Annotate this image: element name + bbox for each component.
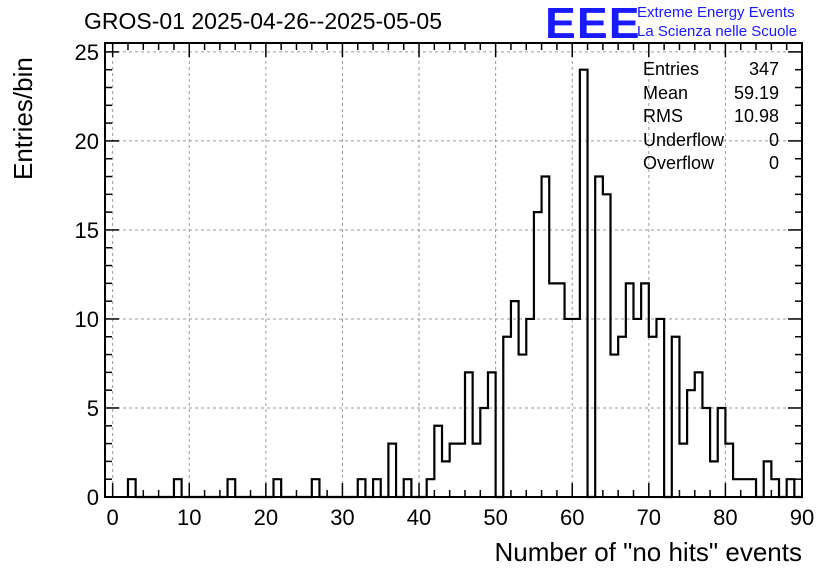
stats-row-mean: Mean 59.19 xyxy=(643,82,779,106)
histogram-bin xyxy=(595,177,603,497)
stats-value: 0 xyxy=(768,153,779,173)
histogram-bin xyxy=(710,461,718,497)
x-tick-label: 60 xyxy=(560,505,584,530)
x-tick-label: 80 xyxy=(713,505,737,530)
histogram-bin xyxy=(442,461,450,497)
y-tick-label: 10 xyxy=(75,307,99,332)
histogram-bin xyxy=(465,372,473,497)
histogram-bin xyxy=(687,390,695,497)
x-tick-label: 50 xyxy=(483,505,507,530)
logo-caption: Extreme Energy Events La Scienza nelle S… xyxy=(637,3,797,41)
histogram-bin xyxy=(312,479,320,497)
x-tick-label: 90 xyxy=(790,505,814,530)
histogram-bin xyxy=(725,444,733,497)
stats-value: 0 xyxy=(768,129,779,150)
stats-row-entries: Entries 347 xyxy=(643,58,779,82)
stats-label: Mean xyxy=(643,82,689,103)
histogram-bin xyxy=(580,70,588,497)
histogram-bin xyxy=(718,408,726,497)
histogram-bin xyxy=(128,479,136,497)
histogram-bin xyxy=(503,337,511,497)
histogram-bin xyxy=(404,479,412,497)
chart-title: GROS-01 2025-04-26--2025-05-05 xyxy=(84,8,442,34)
stats-value: 10.98 xyxy=(733,106,779,126)
histogram-bin xyxy=(618,337,626,497)
histogram-bin xyxy=(388,444,396,497)
histogram-bin xyxy=(542,177,550,497)
histogram-bin xyxy=(274,479,282,497)
histogram-bin xyxy=(450,444,458,497)
histogram-bin xyxy=(557,283,565,497)
histogram-bin xyxy=(549,283,557,497)
y-axis-label: Entries/bin xyxy=(8,57,38,180)
histogram-bin xyxy=(679,444,687,497)
histogram-bin xyxy=(695,372,703,497)
stats-row-rms: RMS 10.98 xyxy=(643,105,779,129)
histogram-bin xyxy=(457,444,465,497)
histogram-bin xyxy=(787,479,795,497)
x-tick-label: 70 xyxy=(637,505,661,530)
x-tick-label: 10 xyxy=(177,505,201,530)
histogram-bin xyxy=(174,479,182,497)
logo-line-2: La Scienza nelle Scuole xyxy=(637,23,798,40)
histogram-bin xyxy=(603,194,611,497)
histogram-bin xyxy=(228,479,236,497)
stats-label: Overflow xyxy=(643,153,715,173)
histogram-bin xyxy=(733,479,741,497)
eee-logo: EEE xyxy=(545,0,641,48)
y-tick-label: 5 xyxy=(87,396,99,421)
histogram-bin xyxy=(434,426,442,497)
x-tick-label: 30 xyxy=(330,505,354,530)
histogram-bin xyxy=(519,355,527,497)
plot-frame xyxy=(104,42,803,498)
histogram-bin xyxy=(641,283,649,497)
logo-line-1: Extreme Energy Events xyxy=(637,4,795,21)
stats-value: 347 xyxy=(748,59,779,79)
stats-value: 59.19 xyxy=(733,82,779,103)
histogram-bin xyxy=(626,283,634,497)
y-tick-label: 15 xyxy=(75,218,99,243)
y-tick-label: 20 xyxy=(75,129,99,154)
stats-label: RMS xyxy=(643,106,683,126)
stats-row-overflow: Overflow 0 xyxy=(643,152,779,176)
histogram-bin xyxy=(473,444,481,497)
x-tick-label: 0 xyxy=(107,505,119,530)
histogram-bin xyxy=(358,479,366,497)
x-tick-label: 20 xyxy=(254,505,278,530)
histogram-bin xyxy=(611,355,619,497)
y-tick-label: 25 xyxy=(75,40,99,65)
y-tick-label: 0 xyxy=(87,485,99,510)
histogram-bin xyxy=(373,479,381,497)
stats-box: Entries 347 Mean 59.19 RMS 10.98 Underflow 0 Ove… xyxy=(643,58,779,176)
histogram-bin xyxy=(702,408,710,497)
histogram-bin xyxy=(741,479,749,497)
histogram-bin xyxy=(672,337,680,497)
histogram-bin xyxy=(427,479,435,497)
x-axis-label: Number of "no hits" events xyxy=(494,537,803,567)
histogram-bin xyxy=(534,212,542,497)
histogram-bin xyxy=(480,408,488,497)
histogram-bin xyxy=(771,479,779,497)
histogram-bin xyxy=(511,301,519,497)
stats-label: Entries xyxy=(643,59,700,79)
stats-label: Underflow xyxy=(643,129,725,150)
histogram-bin xyxy=(764,461,772,497)
stats-row-underflow: Underflow 0 xyxy=(643,129,779,153)
histogram-bin xyxy=(748,479,756,497)
x-tick-label: 40 xyxy=(407,505,431,530)
histogram-bin xyxy=(488,372,496,497)
histogram-bin xyxy=(649,337,657,497)
